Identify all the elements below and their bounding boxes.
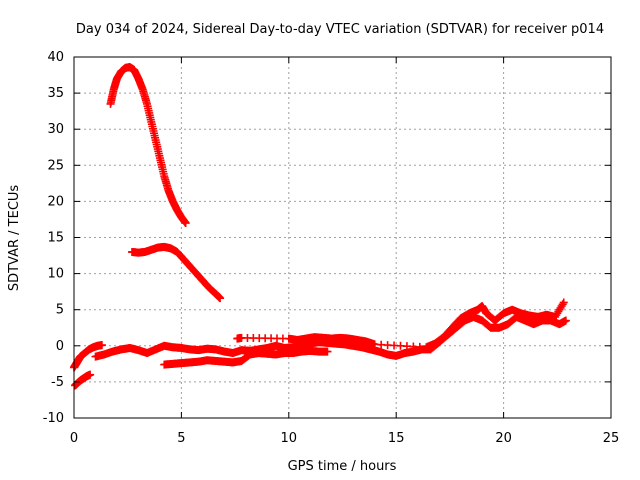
y-tick-label: 0 (56, 339, 64, 354)
series-low-lower (160, 346, 332, 369)
y-tick-label: -10 (43, 411, 64, 426)
x-tick-label: 0 (70, 431, 78, 446)
data-point (216, 294, 225, 303)
axis-ticks: 0 5 10 15 20 25 -10 -5 0 5 10 15 20 25 30 35 40 (43, 50, 620, 446)
x-tick-label: 25 (603, 431, 620, 446)
y-tick-label: 40 (47, 50, 64, 65)
data-point (86, 370, 95, 379)
y-axis-label: SDTVAR / TECUs (7, 185, 22, 292)
y-tick-label: 20 (47, 194, 64, 209)
y-tick-label: 5 (56, 303, 64, 318)
data-point (559, 298, 568, 307)
series-low-upper (233, 298, 568, 352)
x-tick-label: 10 (281, 431, 298, 446)
data-point (181, 219, 190, 228)
data-point (558, 300, 567, 309)
y-tick-label: 15 (47, 231, 64, 246)
x-tick-label: 15 (388, 431, 405, 446)
data-points (70, 63, 570, 390)
data-point (561, 316, 570, 325)
series-high-arc-2 (127, 242, 225, 303)
data-point (97, 341, 106, 350)
series-high-arc-1 (106, 63, 190, 228)
series-low-start (70, 341, 106, 390)
y-tick-label: 35 (47, 86, 64, 101)
y-tick-label: 30 (47, 122, 64, 137)
x-tick-label: 20 (495, 431, 512, 446)
chart-title: Day 034 of 2024, Sidereal Day-to-day VTE… (76, 22, 604, 37)
data-point (323, 347, 332, 356)
series-low-main (91, 312, 570, 361)
y-tick-label: 25 (47, 158, 64, 173)
y-tick-label: -5 (51, 375, 64, 390)
x-axis-label: GPS time / hours (288, 459, 397, 474)
y-tick-label: 10 (47, 267, 64, 282)
x-tick-label: 5 (177, 431, 185, 446)
grid (74, 57, 611, 418)
